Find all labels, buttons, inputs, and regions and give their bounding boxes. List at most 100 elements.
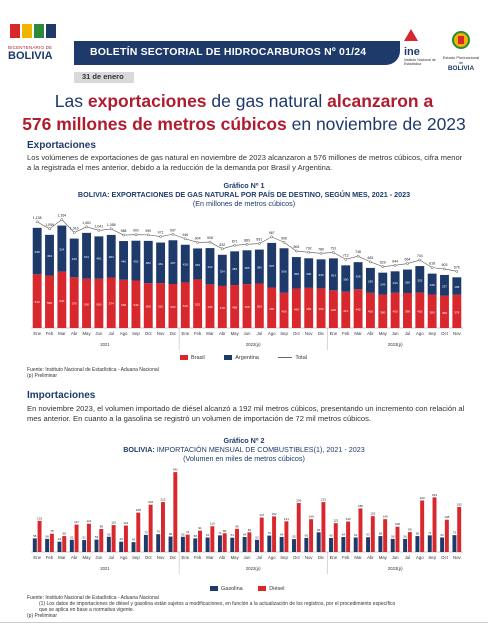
- label-brasil: 488: [232, 306, 237, 310]
- coat-of-arms-icon: [452, 31, 470, 49]
- bar-brasil: [106, 277, 116, 328]
- total-point: [183, 237, 187, 241]
- bar-argentina: [180, 244, 190, 283]
- label-argentina: 238: [430, 283, 435, 287]
- label-diesel: 202: [148, 500, 153, 504]
- bicentenario-bolivia: BOLIVIA: [8, 50, 53, 62]
- label-diesel: 84: [248, 528, 252, 532]
- total-point: [122, 233, 125, 237]
- tick-label: Feb: [194, 555, 202, 560]
- bar-gasolina: [353, 537, 358, 552]
- bar-argentina: [328, 258, 338, 291]
- bar-gasolina: [119, 541, 124, 552]
- exports-source-text: Fuente: Instituto Nacional de Estadístic…: [27, 367, 159, 373]
- label-brasil: 450: [319, 307, 324, 311]
- label-argentina: 528: [35, 250, 40, 254]
- tick-label: Jul: [108, 331, 114, 336]
- bar-diesel: [420, 500, 425, 552]
- bar-diesel: [296, 503, 301, 552]
- headline-part3: en noviembre de 2023: [286, 114, 466, 134]
- bar-diesel: [210, 526, 215, 552]
- label-gasolina: 66: [169, 532, 173, 536]
- year-label: 2021: [100, 342, 110, 347]
- bar-brasil: [440, 295, 449, 328]
- label-brasil: 560: [84, 302, 89, 306]
- chart2-title-block: Gráfico Nº 2 BOLIVIA: IMPORTACIÓN MENSUA…: [0, 436, 488, 463]
- label-gasolina: 52: [70, 535, 74, 539]
- bar-gasolina: [205, 537, 210, 552]
- bar-diesel: [358, 508, 363, 552]
- bar-brasil: [82, 278, 91, 328]
- bar-argentina: [193, 248, 203, 280]
- tick-label: Oct: [293, 331, 300, 336]
- bar-brasil: [217, 285, 227, 328]
- bar-brasil: [316, 288, 326, 328]
- label-gasolina: 65: [107, 532, 111, 536]
- bar-argentina: [217, 254, 227, 286]
- tick-label: Ago: [268, 331, 276, 336]
- bar-gasolina: [94, 539, 99, 552]
- label-total: 806: [293, 245, 299, 249]
- tick-label: Feb: [46, 555, 54, 560]
- label-brasil: 540: [133, 303, 138, 307]
- bar-gasolina: [254, 539, 259, 552]
- bar-argentina: [82, 232, 91, 279]
- label-argentina: 524: [59, 248, 64, 252]
- label-gasolina: 68: [416, 532, 420, 536]
- label-total: 971: [158, 231, 164, 235]
- total-point: [381, 265, 385, 268]
- bar-gasolina: [341, 537, 346, 552]
- tick-label: Oct: [293, 555, 300, 560]
- bar-gasolina: [316, 532, 321, 552]
- tick-label: Oct: [441, 555, 448, 560]
- bar-argentina: [45, 234, 54, 276]
- chart1-title-block: Gráfico Nº 1 BOLIVIA: EXPORTACIONES DE G…: [0, 181, 488, 208]
- label-brasil: 596: [47, 301, 52, 305]
- tick-label: Jul: [257, 331, 263, 336]
- tick-label: Nov: [305, 331, 313, 336]
- label-diesel: 85: [408, 528, 412, 532]
- bar-argentina: [415, 266, 425, 293]
- bar-gasolina: [32, 538, 37, 552]
- headline-part2: de gas natural: [206, 91, 328, 111]
- tick-label: Jul: [257, 555, 263, 560]
- bar-argentina: [390, 271, 400, 293]
- total-point: [159, 235, 162, 238]
- tick-label: Jun: [95, 555, 103, 560]
- label-total: 904: [195, 236, 201, 240]
- estado-text: Estado Plurinacional de: [442, 55, 480, 65]
- label-total: 990: [145, 229, 151, 233]
- total-point: [332, 251, 335, 254]
- bar-argentina: [291, 257, 301, 289]
- label-gasolina: 56: [45, 534, 49, 538]
- ine-logo: ine Instituto Nacional de Estadística: [404, 28, 438, 68]
- label-diesel: 186: [358, 504, 363, 508]
- date-tab: 31 de enero: [74, 72, 134, 83]
- label-diesel: 140: [383, 515, 388, 519]
- bar-brasil: [341, 291, 351, 328]
- bar-diesel: [62, 536, 67, 552]
- bar-argentina: [131, 240, 141, 281]
- label-total: 891: [256, 238, 262, 242]
- tick-label: Dic: [318, 331, 325, 336]
- label-total: 871: [232, 239, 238, 243]
- label-total: 988: [121, 229, 127, 233]
- label-gasolina: 60: [329, 533, 333, 537]
- bar-brasil: [267, 287, 277, 328]
- tick-label: Jul: [405, 331, 411, 336]
- label-total: 883: [244, 238, 250, 242]
- label-brasil: 498: [244, 305, 249, 309]
- tick-label: Abr: [71, 331, 78, 336]
- label-argentina: 308: [356, 275, 361, 279]
- label-diesel: 130: [346, 517, 351, 521]
- tick-label: Jun: [392, 331, 400, 336]
- label-diesel: 115: [111, 521, 116, 525]
- tick-label: Ene: [181, 331, 189, 336]
- label-gasolina: 53: [95, 535, 99, 539]
- label-gasolina: 61: [231, 533, 235, 537]
- tick-label: Oct: [441, 331, 448, 336]
- tick-label: Sep: [132, 331, 140, 336]
- bar-argentina: [119, 241, 129, 280]
- chart1-title: BOLIVIA: EXPORTACIONES DE GAS NATURAL PO…: [77, 190, 411, 199]
- tick-label: Ago: [120, 555, 128, 560]
